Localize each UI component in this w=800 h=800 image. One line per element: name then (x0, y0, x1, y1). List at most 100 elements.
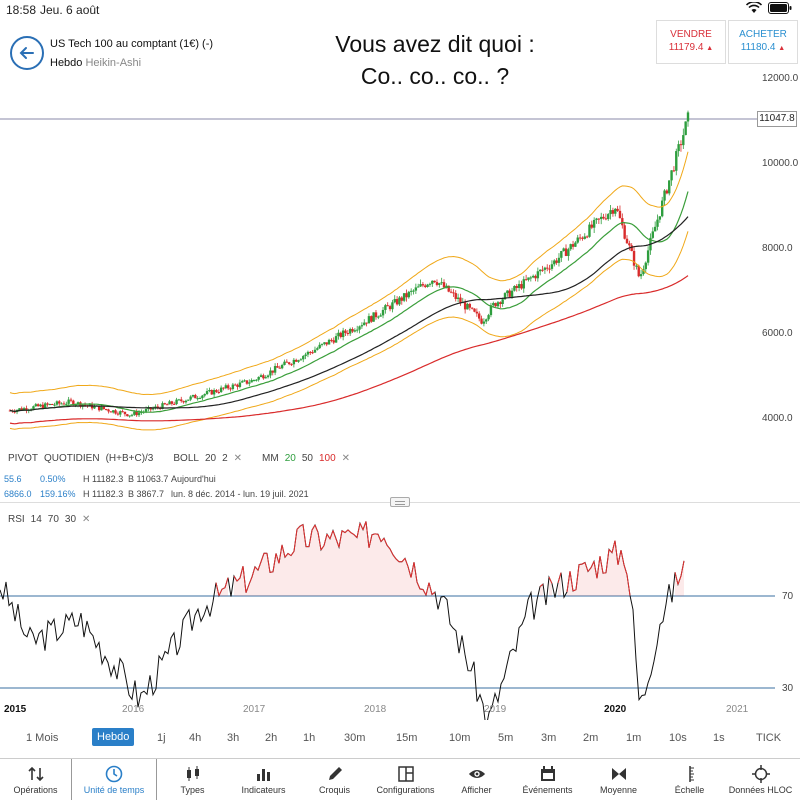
last-price-tag: 11047.8 (757, 111, 797, 127)
stat-r2-l: B 3867.7 (128, 489, 164, 499)
tool-afficher[interactable]: Afficher (441, 759, 512, 800)
candle-body (267, 375, 269, 377)
tool-unite-de-temps[interactable]: Unité de temps (71, 759, 157, 800)
stat-r1-period: Aujourd'hui (171, 474, 216, 484)
indicator-legend[interactable]: PIVOT QUOTIDIEN (H+B+C)/3 BOLL 20 2 ✕ MM… (8, 453, 350, 464)
candle-body (565, 248, 567, 256)
candle-body (408, 292, 410, 297)
candle-body (103, 407, 105, 409)
tool-donnees-hloc[interactable]: Données HLOC (725, 759, 796, 800)
candle-body (633, 251, 635, 266)
candle-body (560, 251, 562, 258)
rsi-chart[interactable] (0, 520, 800, 720)
tf-5m[interactable]: 5m (498, 732, 513, 744)
tool-operations[interactable]: Opérations (0, 759, 71, 800)
boll-param-1: 20 (205, 453, 216, 464)
candle-body (44, 403, 46, 408)
rsi-overbought-area (297, 526, 300, 596)
candle-body (326, 342, 328, 344)
candle-body (668, 180, 670, 193)
candle-body (128, 415, 130, 416)
candle-body (370, 316, 372, 322)
tf-tick[interactable]: TICK (756, 732, 781, 744)
mm-label: MM (262, 453, 279, 464)
tf-1j[interactable]: 1j (157, 732, 166, 744)
candle-body (682, 135, 684, 145)
bars-icon (255, 766, 273, 782)
tf-1h[interactable]: 1h (303, 732, 315, 744)
tool-indicateurs[interactable]: Indicateurs (228, 759, 299, 800)
candle-body (239, 383, 241, 387)
candle-body (548, 269, 550, 270)
calendar-icon (539, 766, 557, 782)
tf-2h[interactable]: 2h (265, 732, 277, 744)
tf-1m[interactable]: 1m (626, 732, 641, 744)
tool-croquis[interactable]: Croquis (299, 759, 370, 800)
candle-body (361, 325, 363, 326)
tool-evenements[interactable]: Événements (512, 759, 583, 800)
tf-hebdo[interactable]: Hebdo (92, 728, 134, 746)
candle-body (410, 291, 412, 292)
tf-15m[interactable]: 15m (396, 732, 417, 744)
mm-param-3: 100 (319, 453, 336, 464)
candle-body (612, 210, 614, 214)
candle-body (65, 404, 67, 405)
candle-body (673, 170, 675, 171)
candle-body (663, 191, 665, 201)
rsi-level-30: 30 (782, 683, 793, 694)
tf-10s[interactable]: 10s (669, 732, 687, 744)
tf-2m[interactable]: 2m (583, 732, 598, 744)
tool-moyenne[interactable]: Moyenne (583, 759, 654, 800)
rsi-overbought-area (333, 531, 336, 596)
rsi-overbought-area (330, 531, 333, 596)
candle-body (473, 309, 475, 312)
candles-group (9, 111, 689, 418)
tool-configurations[interactable]: Configurations (370, 759, 441, 800)
price-chart[interactable] (0, 0, 800, 450)
candle-body (478, 313, 480, 318)
candle-body (182, 401, 184, 402)
candle-body (222, 388, 224, 389)
candle-body (213, 390, 215, 394)
candle-body (562, 248, 564, 251)
candle-body (246, 380, 248, 383)
tf-1-mois[interactable]: 1 Mois (26, 732, 58, 744)
rsi-overbought-area (399, 562, 402, 596)
pane-resize-handle[interactable] (390, 497, 410, 507)
candle-body (382, 310, 384, 315)
candle-body (180, 399, 182, 401)
mm-remove-icon[interactable]: ✕ (342, 453, 350, 464)
tf-10m[interactable]: 10m (449, 732, 470, 744)
candle-body (124, 412, 126, 414)
candle-body (110, 411, 112, 412)
tf-3h[interactable]: 3h (227, 732, 239, 744)
candle-body (117, 414, 119, 415)
rsi-overbought-area (390, 549, 393, 596)
candle-body (523, 279, 525, 288)
tf-3m[interactable]: 3m (541, 732, 556, 744)
candle-body (544, 268, 546, 270)
tf-4h[interactable]: 4h (189, 732, 201, 744)
mm-param-2: 50 (302, 453, 313, 464)
candle-body (419, 284, 421, 286)
rsi-level-70: 70 (782, 591, 793, 602)
rsi-overbought-area (579, 564, 582, 596)
boll-remove-icon[interactable]: ✕ (234, 453, 242, 464)
rsi-overbought-area (381, 538, 384, 596)
tool-echelle[interactable]: Échelle (654, 759, 725, 800)
candle-body (295, 360, 297, 362)
stats-row-2: 6866.0 159.16% H 11182.3 B 3867.7 lun. 8… (4, 489, 324, 501)
candle-body (225, 385, 227, 388)
rsi-overbought-area (582, 563, 585, 596)
candle-body (131, 415, 133, 416)
ma100-line (10, 276, 688, 424)
candle-body (39, 405, 41, 407)
candle-body (272, 371, 274, 373)
candle-body (279, 368, 281, 369)
tool-types[interactable]: Types (157, 759, 228, 800)
tf-1s[interactable]: 1s (713, 732, 725, 744)
tf-30m[interactable]: 30m (344, 732, 365, 744)
candle-body (206, 391, 208, 394)
candle-body (340, 333, 342, 337)
candle-body (250, 380, 252, 382)
